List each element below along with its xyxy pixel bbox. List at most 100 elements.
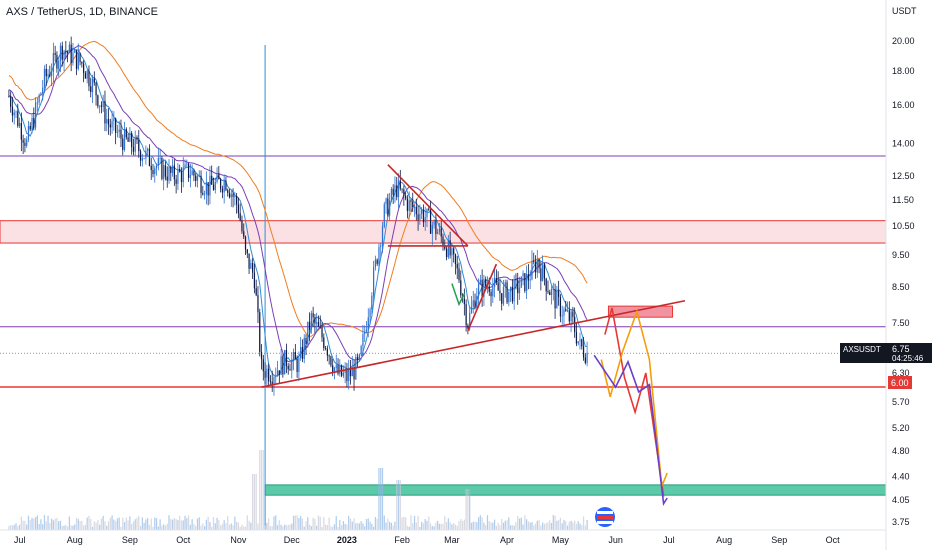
candle [374, 255, 377, 271]
price-axis[interactable]: 20.00 18.00 16.00 14.00 12.50 11.50 10.50 9.50 8… [892, 36, 915, 527]
candle [8, 89, 10, 98]
candle [444, 239, 446, 251]
candle [113, 111, 115, 131]
volume-bar [465, 489, 467, 530]
candle [502, 279, 505, 306]
candle [65, 40, 67, 59]
candle [394, 176, 396, 203]
candle [109, 118, 111, 136]
volume-bar [497, 522, 499, 530]
time-axis[interactable]: Jul Aug Sep Oct Nov Dec 2023 Feb Mar Apr May Jun Jul… [14, 535, 840, 545]
candle [575, 321, 578, 347]
candle [506, 279, 508, 305]
volume-bar [499, 525, 501, 530]
volume-bar [56, 517, 58, 530]
volume-bar [116, 518, 119, 530]
volume-bar [136, 517, 138, 530]
candle [248, 253, 250, 274]
candle [554, 283, 556, 319]
candle [356, 353, 359, 368]
volume-bar [301, 518, 304, 530]
candle [316, 312, 318, 333]
candle [410, 198, 412, 212]
candle [29, 122, 31, 132]
volume-bar [211, 526, 213, 530]
candle [572, 306, 574, 324]
candle [59, 42, 62, 73]
candle [255, 279, 257, 297]
chart-title: AXS / TetherUS, 1D, BINANCE [6, 6, 159, 18]
time-tick-label: Jun [608, 535, 623, 545]
candle [490, 288, 492, 307]
candle [405, 192, 407, 201]
volume-bar [99, 524, 101, 530]
flag-icon[interactable] [595, 507, 615, 527]
projection-path-1[interactable] [600, 308, 668, 487]
projection-path-0[interactable] [604, 307, 665, 497]
volume-bar [303, 526, 305, 530]
candle [223, 174, 225, 204]
volume-bar [381, 468, 384, 530]
volume-bar [13, 524, 15, 530]
volume-bar [271, 526, 273, 530]
volume-bar [97, 520, 99, 530]
volume-bar [273, 516, 275, 530]
volume-bar [485, 525, 487, 530]
candle [75, 49, 78, 76]
volume-bar [276, 525, 279, 530]
trendline-0[interactable] [261, 299, 686, 388]
candle [369, 307, 371, 325]
zone-1[interactable] [264, 484, 887, 496]
candle [438, 222, 441, 235]
candle [56, 51, 58, 73]
candle [547, 280, 549, 294]
candle [24, 138, 26, 153]
trendline-1[interactable] [387, 164, 469, 247]
volume-bar [95, 522, 97, 530]
volume-bar [148, 524, 151, 530]
volume-bar [168, 515, 170, 530]
candle [534, 255, 537, 279]
candle [319, 315, 321, 329]
volume-bar [177, 520, 179, 530]
candle [198, 170, 200, 178]
candle [474, 293, 476, 310]
zone-2[interactable] [607, 305, 674, 318]
volume-bar [202, 523, 204, 530]
candle [485, 276, 487, 290]
candle [433, 219, 435, 229]
volume-bar [586, 519, 588, 530]
volume-bar [123, 522, 126, 530]
volume-bar [212, 517, 215, 530]
candle [442, 233, 444, 251]
volume-bar [34, 517, 37, 530]
candle [45, 63, 47, 86]
candle [82, 60, 85, 83]
levels-layer [0, 45, 886, 530]
trendline-3[interactable] [467, 263, 498, 331]
candle [209, 166, 211, 205]
candle [378, 243, 380, 271]
candle [406, 195, 409, 219]
volume-bar [340, 525, 343, 530]
volume-bar [470, 522, 473, 530]
candle [529, 270, 531, 290]
volume-bar [390, 522, 393, 530]
time-tick-label: Sep [122, 535, 138, 545]
candle [440, 220, 442, 243]
volume-bar [506, 520, 508, 530]
volume-bar [405, 517, 407, 530]
volume-bar [337, 526, 339, 530]
current-price-value: 6.75 [892, 344, 910, 354]
volume-bar [545, 522, 547, 530]
candle [524, 273, 526, 293]
projection-path-2[interactable] [593, 354, 668, 507]
volume-bar [360, 521, 362, 530]
volume-bar [193, 523, 195, 530]
price-tick-label: 18.00 [892, 66, 915, 76]
candle [269, 375, 272, 385]
volume-bar [86, 517, 88, 530]
candle [237, 197, 240, 219]
candle [563, 306, 565, 325]
